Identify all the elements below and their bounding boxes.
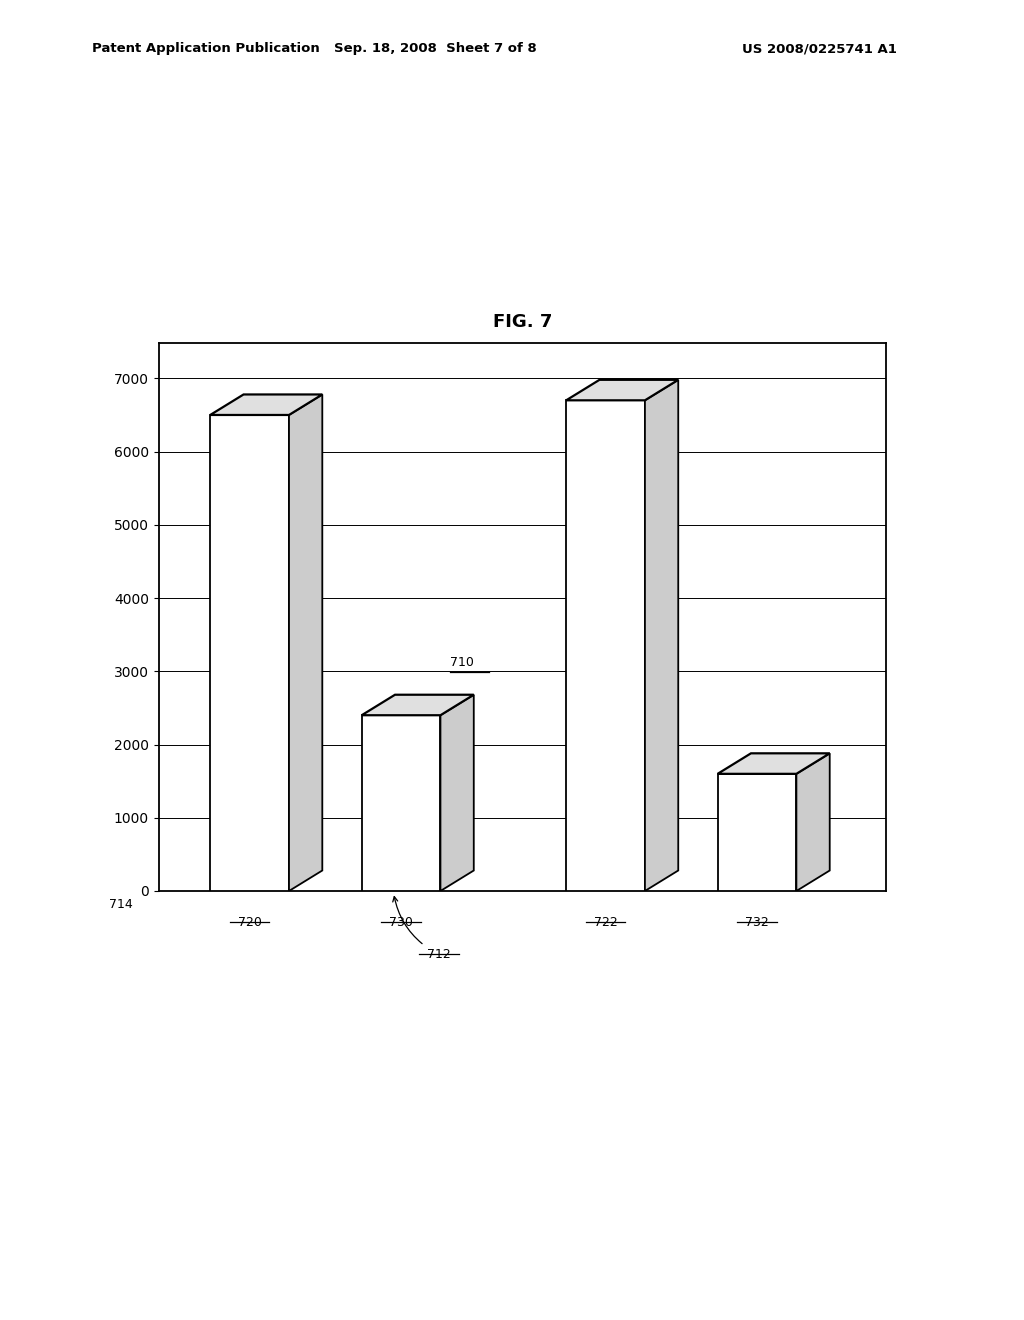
Text: US 2008/0225741 A1: US 2008/0225741 A1 xyxy=(741,42,897,55)
Polygon shape xyxy=(210,395,323,414)
Polygon shape xyxy=(361,694,474,715)
Polygon shape xyxy=(645,380,678,891)
Polygon shape xyxy=(718,774,797,891)
Polygon shape xyxy=(566,400,645,891)
Text: Sep. 18, 2008  Sheet 7 of 8: Sep. 18, 2008 Sheet 7 of 8 xyxy=(334,42,537,55)
Polygon shape xyxy=(361,715,440,891)
Text: 720: 720 xyxy=(238,916,261,929)
Text: 712: 712 xyxy=(393,896,451,961)
Text: 730: 730 xyxy=(389,916,413,929)
Polygon shape xyxy=(566,380,678,400)
Title: FIG. 7: FIG. 7 xyxy=(493,313,552,330)
Text: 710: 710 xyxy=(450,656,473,669)
Text: 722: 722 xyxy=(594,916,617,929)
Polygon shape xyxy=(210,414,289,891)
Polygon shape xyxy=(289,395,323,891)
Polygon shape xyxy=(718,754,829,774)
Polygon shape xyxy=(797,754,829,891)
Text: 714: 714 xyxy=(110,899,133,911)
Text: 732: 732 xyxy=(745,916,769,929)
Polygon shape xyxy=(440,694,474,891)
Text: Patent Application Publication: Patent Application Publication xyxy=(92,42,319,55)
